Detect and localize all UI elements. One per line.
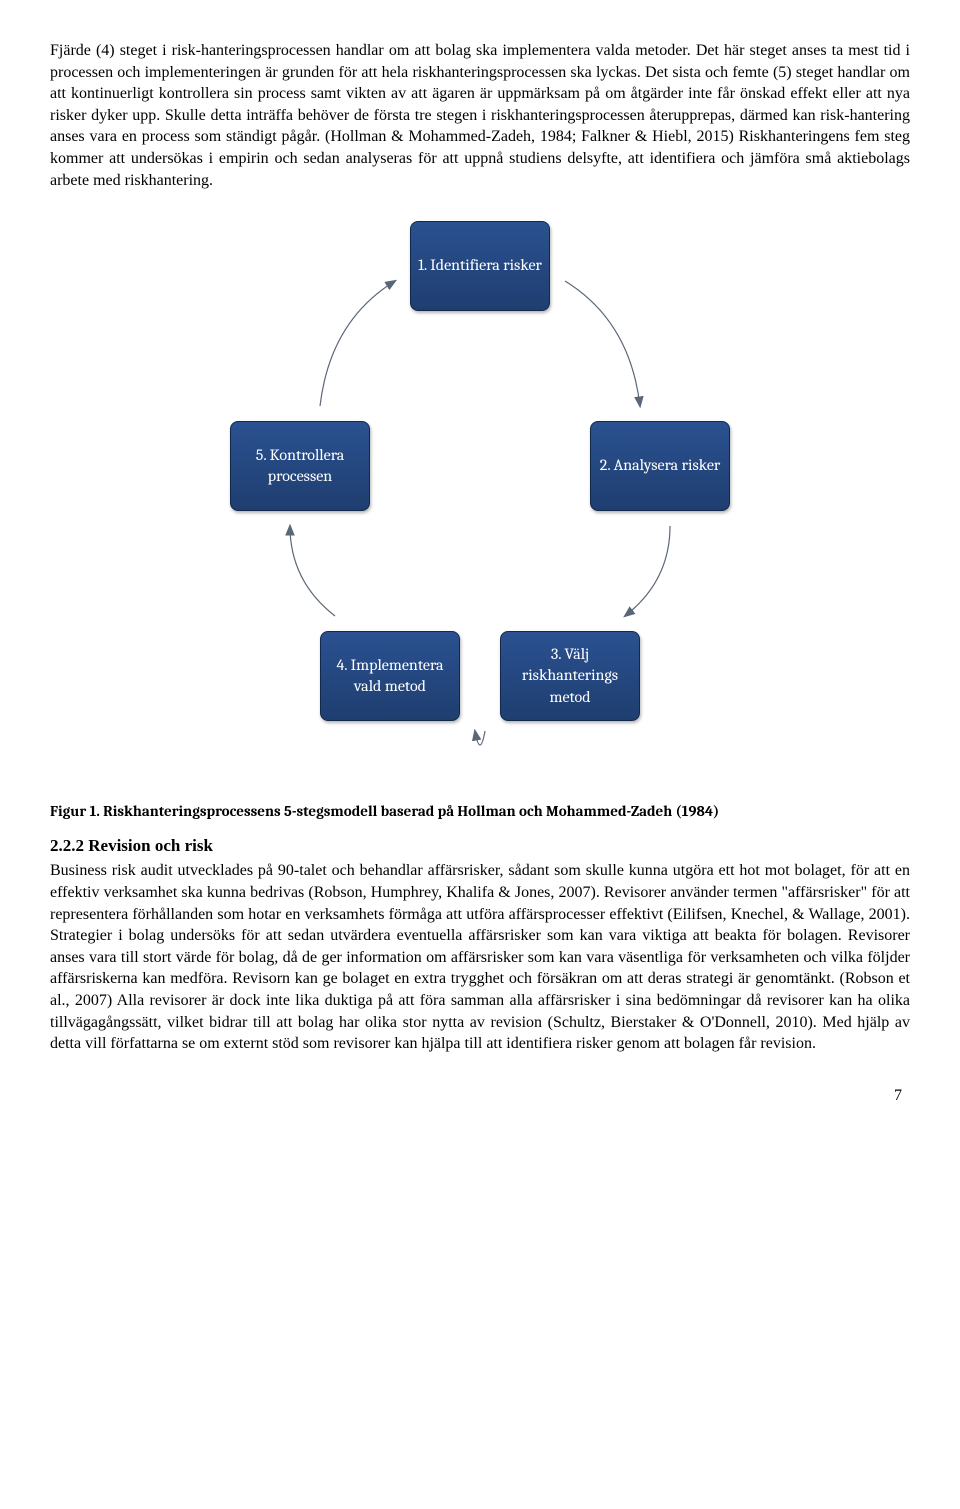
body-paragraph: Business risk audit utvecklades på 90-ta… xyxy=(50,860,910,1054)
cycle-node: 2. Analysera risker xyxy=(590,421,730,511)
cycle-node: 5. Kontrollera processen xyxy=(230,421,370,511)
cycle-node: 1. Identifiera risker xyxy=(410,221,550,311)
cycle-node: 4. Implementera vald metod xyxy=(320,631,460,721)
figure-caption: Figur 1. Riskhanteringsprocessens 5-steg… xyxy=(50,801,910,821)
page-number: 7 xyxy=(50,1085,910,1107)
process-cycle-diagram: 1. Identifiera risker 2. Analysera risker… xyxy=(170,211,790,791)
intro-paragraph: Fjärde (4) steget i risk-hanteringsproce… xyxy=(50,40,910,191)
section-heading: 2.2.2 Revision och risk xyxy=(50,835,910,858)
cycle-node: 3. Välj riskhanterings metod xyxy=(500,631,640,721)
